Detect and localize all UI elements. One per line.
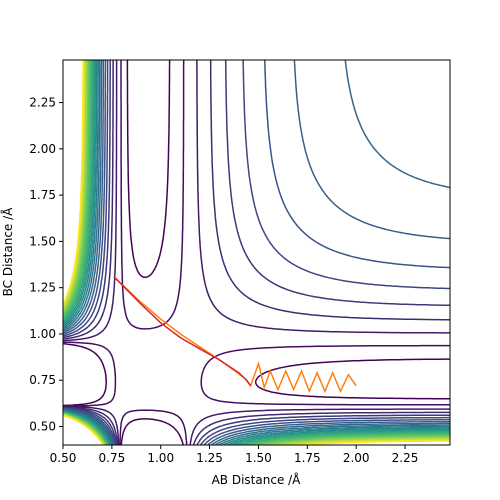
contour-line [63,60,450,445]
x-axis-label: AB Distance /Å [212,472,302,487]
y-tick-label: 1.25 [29,281,56,295]
trajectory [113,276,252,387]
y-tick-label: 2.00 [29,142,56,156]
x-tick-label: 1.00 [147,451,174,465]
contour-line [63,60,450,445]
contour-line [63,60,450,445]
y-tick-label: 1.75 [29,188,56,202]
contour-line [63,60,450,445]
contour-line [63,60,450,445]
x-tick-label: 2.25 [392,451,419,465]
trajectory [113,276,357,394]
y-tick-label: 0.75 [29,373,56,387]
x-tick-label: 1.50 [245,451,272,465]
contour-line [63,60,450,445]
contour-line [63,60,450,445]
x-tick-label: 0.75 [99,451,126,465]
contour-line [63,60,450,445]
y-tick-label: 1.00 [29,327,56,341]
plot-area [63,60,450,445]
y-tick-label: 1.50 [29,234,56,248]
y-tick-label: 2.25 [29,96,56,110]
x-tick-label: 1.75 [294,451,321,465]
x-tick-label: 1.25 [196,451,223,465]
plot-frame [62,59,451,446]
x-tick-label: 0.50 [50,451,77,465]
x-tick-label: 2.00 [343,451,370,465]
contour-line [63,60,450,445]
y-axis-label: BC Distance /Å [0,207,15,297]
y-tick-label: 0.50 [29,419,56,433]
